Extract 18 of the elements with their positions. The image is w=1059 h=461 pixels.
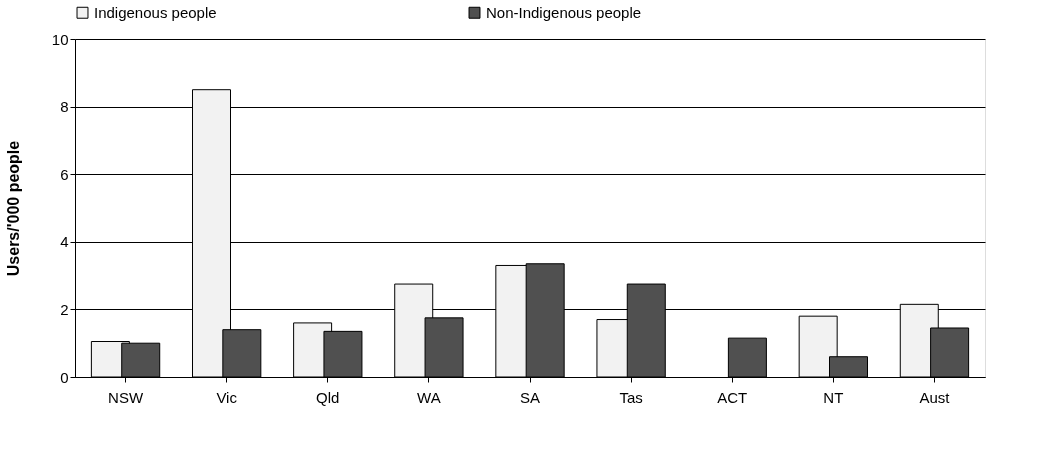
- y-tick-label: 10: [51, 30, 69, 48]
- y-tick-label: 0: [60, 368, 69, 386]
- y-tick-label: 6: [60, 165, 69, 183]
- x-tick-label: Vic: [216, 388, 238, 406]
- y-tick-label: 4: [60, 233, 69, 251]
- x-tick-label: NSW: [108, 388, 144, 406]
- x-tick-label: WA: [417, 388, 441, 406]
- x-tick-label: SA: [519, 388, 541, 406]
- y-tick-label: 2: [60, 300, 69, 318]
- x-tick-label: ACT: [717, 388, 748, 406]
- x-tick-label: NT: [823, 388, 844, 406]
- legend-label: Non-Indigenous people: [486, 3, 642, 21]
- x-tick-label: Tas: [619, 388, 643, 406]
- x-tick-label: Aust: [919, 388, 951, 406]
- y-tick-label: 8: [60, 98, 69, 116]
- y-axis-title: Users/'000 people: [4, 140, 22, 277]
- legend-label: Indigenous people: [94, 3, 217, 21]
- x-tick-label: Qld: [316, 388, 340, 406]
